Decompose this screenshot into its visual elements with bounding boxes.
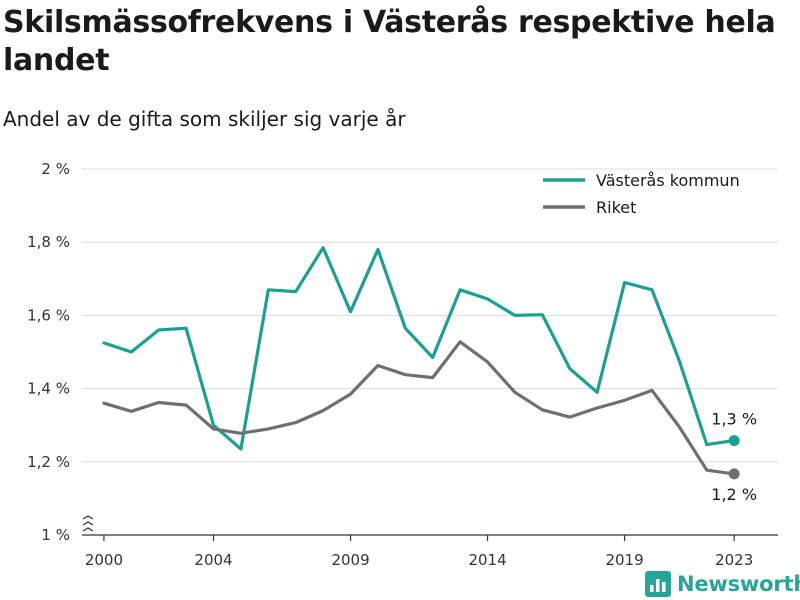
- series-end-point: [728, 435, 740, 447]
- y-tick-label: 1,4 %: [27, 380, 70, 398]
- series-end-label: 1,2 %: [711, 485, 757, 504]
- legend-label: Västerås kommun: [596, 171, 740, 190]
- y-tick-label: 2 %: [41, 160, 70, 178]
- axis-break-icon: [82, 515, 94, 532]
- y-tick-label: 1 %: [41, 526, 70, 544]
- y-tick-label: 1,8 %: [27, 233, 70, 251]
- x-tick-label: 2023: [715, 551, 753, 569]
- series-end-point: [728, 468, 740, 480]
- series-end-label: 1,3 %: [711, 410, 757, 429]
- x-tick-label: 2009: [331, 551, 369, 569]
- y-tick-label: 1,2 %: [27, 453, 70, 471]
- x-tick-label: 2014: [468, 551, 506, 569]
- series-line: [102, 246, 736, 451]
- x-tick-label: 2019: [605, 551, 643, 569]
- chart-subtitle: Andel av de gifta som skiljer sig varje …: [3, 107, 406, 131]
- series-line: [102, 340, 736, 476]
- x-tick-label: 2004: [194, 551, 232, 569]
- brand-name: Newsworthy: [677, 572, 800, 596]
- brand-logo: Newsworthy: [645, 568, 800, 600]
- y-tick-label: 1,6 %: [27, 306, 70, 324]
- x-tick-label: 2000: [85, 551, 123, 569]
- bar-chart-logo-icon: [645, 571, 671, 597]
- chart-title: Skilsmässofrekvens i Västerås respektive…: [3, 5, 776, 78]
- legend-label: Riket: [596, 198, 636, 217]
